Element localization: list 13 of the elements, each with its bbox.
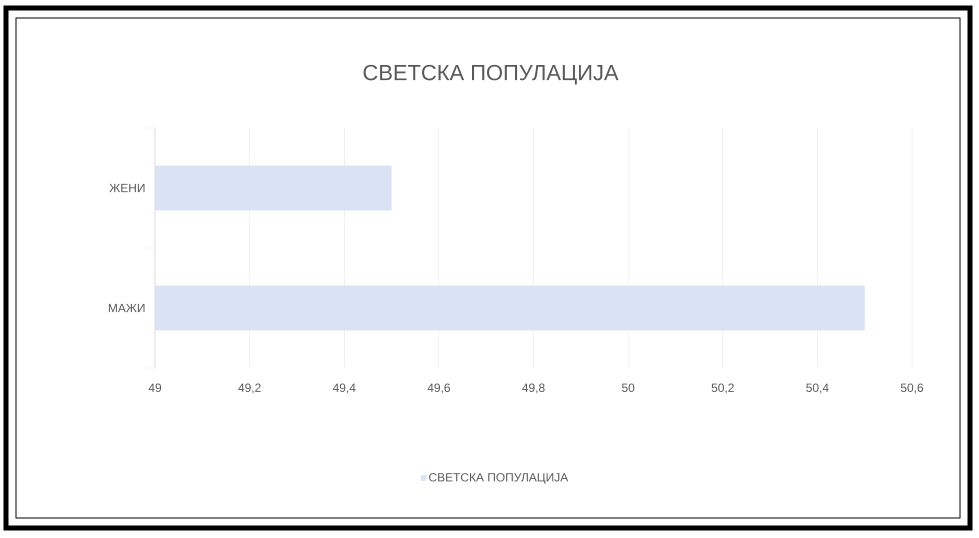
- y-tick-label: МАЖИ: [108, 304, 144, 312]
- x-tick-label: 49,2: [238, 384, 261, 394]
- x-tick-label: 50: [622, 384, 634, 392]
- y-tick-label: ЖЕНИ: [109, 184, 144, 192]
- x-tick-label: 49: [148, 384, 162, 392]
- legend-label: СВЕТСКА ПОПУЛАЦИЈА: [429, 473, 568, 484]
- x-tick-label: 49,4: [332, 384, 356, 394]
- x-tick-label: 50,2: [712, 384, 734, 394]
- x-tick-label: 49,6: [428, 384, 450, 394]
- x-tick-label: 50,6: [900, 384, 924, 394]
- chart-title: СВЕТСКА ПОПУЛАЦИЈА: [364, 64, 619, 85]
- x-tick-label: 49,8: [522, 384, 545, 394]
- x-tick-label: 50,4: [806, 384, 829, 394]
